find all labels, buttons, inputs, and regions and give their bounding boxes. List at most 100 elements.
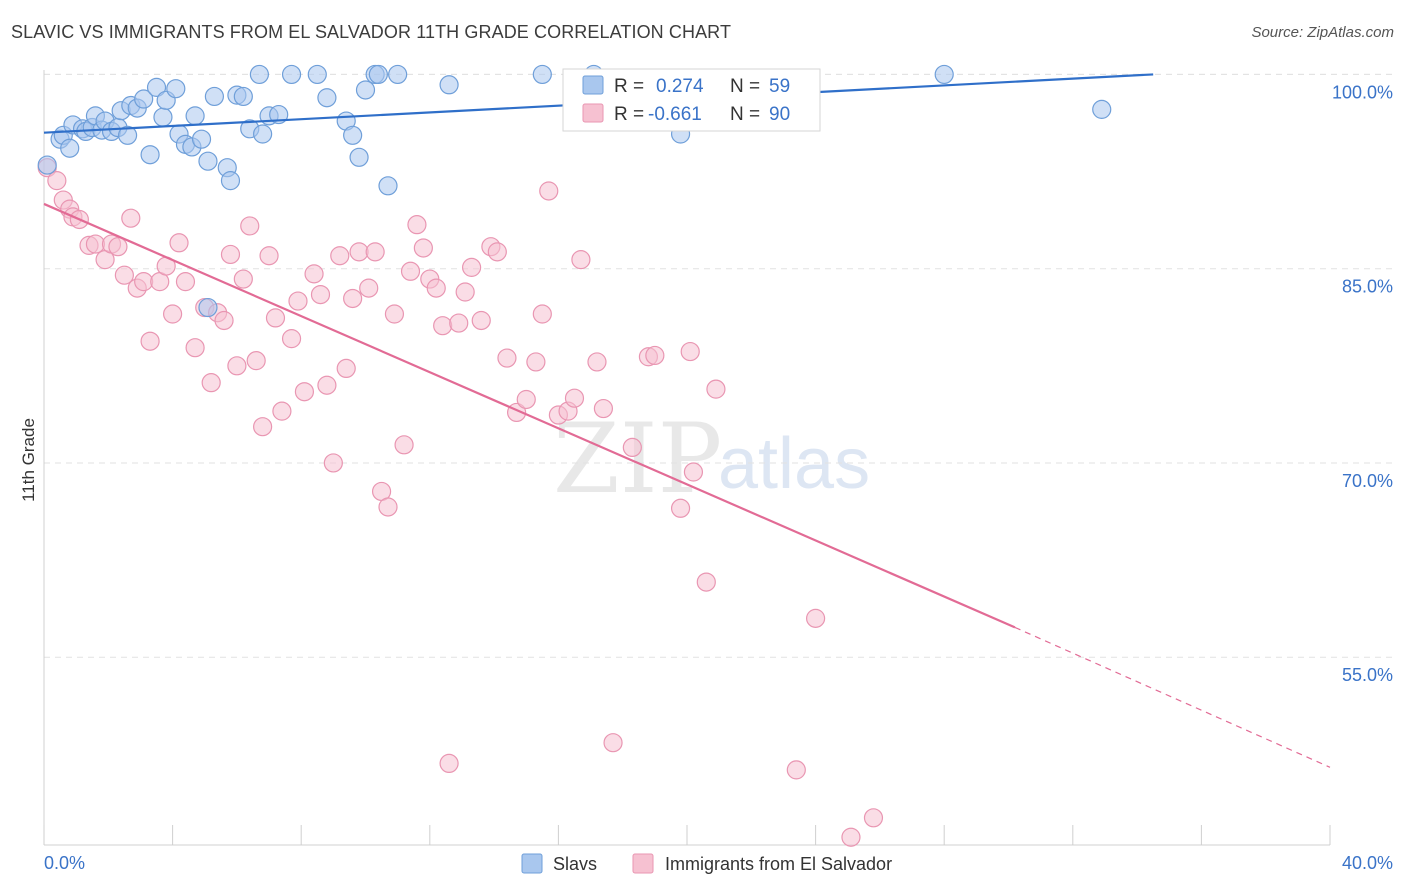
watermark-zip: ZIP [553, 403, 722, 515]
chart-title: SLAVIC VS IMMIGRANTS FROM EL SALVADOR 11… [11, 22, 732, 42]
data-point-slavs [153, 107, 173, 127]
data-point-slavs [249, 64, 270, 85]
data-point-salvador [407, 215, 427, 235]
trendline-salvador-extension [1014, 626, 1331, 768]
series-slavs [37, 64, 1112, 318]
data-point-salvador [227, 356, 247, 376]
data-point-salvador [246, 351, 266, 371]
data-point-slavs [388, 64, 408, 85]
data-point-salvador [288, 291, 308, 311]
data-point-salvador [169, 233, 189, 253]
data-point-salvador [378, 497, 398, 517]
data-point-salvador [394, 435, 414, 455]
source-label: Source: ZipAtlas.com [1251, 24, 1394, 41]
legend-salvador-r-value: -0.661 [648, 104, 702, 125]
data-point-salvador [680, 341, 700, 362]
data-point-salvador [455, 282, 475, 302]
data-point-slavs [439, 75, 459, 95]
data-point-slavs [166, 79, 186, 99]
data-point-slavs [378, 176, 398, 196]
data-point-slavs [355, 80, 376, 100]
data-point-salvador [539, 181, 559, 201]
legend-swatch-slavs [582, 75, 604, 95]
data-point-salvador [185, 338, 205, 358]
data-point-salvador [516, 389, 536, 410]
data-point-salvador [281, 329, 302, 349]
data-point-slavs [233, 86, 253, 107]
data-point-slavs [934, 64, 954, 85]
data-point-salvador [140, 331, 160, 351]
data-point-salvador [134, 272, 154, 292]
data-point-salvador [265, 308, 286, 328]
data-point-salvador [603, 733, 623, 753]
data-point-slavs [220, 171, 241, 191]
legend-slavs-n-value: 59 [769, 76, 790, 97]
data-point-salvador [294, 382, 315, 402]
data-point-salvador [201, 373, 221, 393]
data-point-salvador [497, 348, 517, 368]
data-point-salvador [85, 234, 106, 254]
trendline-salvador [43, 202, 1016, 629]
y-tick-label: 70.0% [1342, 471, 1393, 491]
x-axis-ticks [43, 825, 1331, 845]
legend-salvador-n-value: 90 [769, 104, 790, 125]
data-point-salvador [175, 272, 196, 292]
data-point-salvador [532, 304, 552, 324]
data-point-slavs [198, 297, 218, 318]
data-point-slavs [198, 151, 218, 171]
legend-swatch-salvador [582, 103, 604, 123]
data-point-slavs [37, 155, 57, 175]
data-point-slavs [140, 145, 160, 165]
data-point-slavs [191, 129, 212, 149]
data-point-salvador [384, 304, 405, 324]
data-point-salvador [841, 827, 861, 847]
data-point-salvador [317, 375, 337, 395]
x-tick-label-min: 0.0% [44, 853, 85, 873]
data-point-salvador [439, 753, 459, 774]
data-point-salvador [622, 437, 642, 458]
data-point-salvador [214, 310, 234, 331]
data-point-salvador [330, 246, 350, 266]
bottom-legend-swatch-slavs [521, 853, 543, 874]
data-point-salvador [336, 358, 356, 379]
data-point-salvador [449, 313, 469, 333]
data-point-salvador [786, 760, 806, 780]
y-tick-label: 55.0% [1342, 665, 1393, 685]
data-point-salvador [272, 401, 292, 421]
data-point-slavs [349, 147, 369, 167]
data-point-salvador [426, 278, 446, 298]
data-point-salvador [593, 398, 614, 419]
data-point-salvador [400, 261, 421, 281]
data-point-slavs [253, 124, 273, 144]
legend-slavs-n-label: N = [730, 76, 760, 97]
data-point-salvador [461, 257, 482, 277]
data-point-salvador [863, 808, 884, 828]
data-point-slavs [368, 64, 388, 85]
data-point-slavs [317, 88, 337, 108]
data-point-slavs [60, 138, 80, 158]
data-point-slavs [146, 77, 167, 97]
bottom-legend-swatch-salvador [632, 853, 654, 874]
watermark-atlas: atlas [718, 424, 870, 504]
data-point-salvador [587, 352, 607, 372]
watermark: ZIP atlas [553, 403, 870, 515]
data-point-salvador [253, 417, 273, 437]
data-point-salvador [310, 284, 331, 305]
data-point-salvador [413, 238, 433, 258]
data-point-salvador [696, 572, 716, 592]
y-tick-labels: 100.0% 85.0% 70.0% 55.0% [1332, 82, 1393, 685]
legend-salvador-r-label: R = [614, 104, 644, 125]
data-point-salvador [433, 316, 453, 336]
data-point-salvador [163, 304, 183, 324]
bottom-legend-slavs: Slavs [553, 854, 597, 874]
data-point-slavs [134, 89, 154, 109]
data-point-slavs [343, 125, 363, 145]
data-point-salvador [343, 288, 363, 309]
correlation-legend: R = 0.274 N = 59 R = -0.661 N = 90 [562, 68, 821, 132]
data-point-salvador [706, 379, 726, 399]
data-point-salvador [233, 269, 253, 289]
data-point-slavs [117, 125, 138, 145]
data-point-salvador [240, 216, 260, 236]
data-point-slavs [1092, 99, 1112, 119]
bottom-legend-salvador: Immigrants from El Salvador [665, 854, 892, 874]
